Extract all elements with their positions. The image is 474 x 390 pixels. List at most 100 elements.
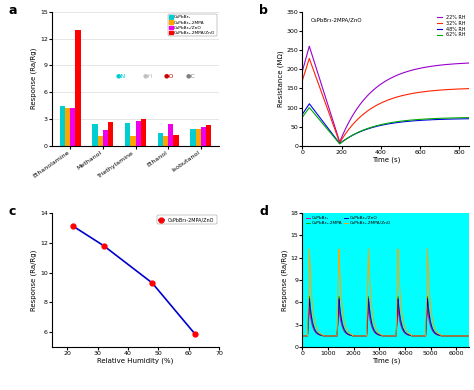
32% RH — [381, 99, 387, 104]
Line: CsPbBr₃-2MPA: CsPbBr₃-2MPA — [302, 296, 469, 336]
CsPbBr₃/ZnO — [466, 333, 472, 338]
Line: 48% RH: 48% RH — [302, 104, 469, 144]
Text: ●H: ●H — [142, 74, 153, 79]
Bar — [141, 119, 146, 146]
CsPbBr₃-2MPA/ZnO — [300, 333, 305, 338]
CsPbBr₃/ZnO — [400, 325, 405, 330]
X-axis label: Time (s): Time (s) — [372, 156, 400, 163]
62% RH — [306, 105, 312, 110]
62% RH — [431, 116, 437, 121]
Bar — [75, 30, 81, 146]
62% RH — [462, 115, 467, 120]
22% RH — [431, 64, 437, 68]
CsPbBr₃-2MPA/ZnO — [363, 333, 369, 338]
Y-axis label: Response (Ra/Rg): Response (Ra/Rg) — [31, 48, 37, 110]
Legend: CsPbBr₃, CsPbBr₃-2MPA, CsPbBr₃/ZnO, CsPbBr₃-2MPA/ZnO: CsPbBr₃, CsPbBr₃-2MPA, CsPbBr₃/ZnO, CsPb… — [168, 14, 217, 36]
32% RH — [431, 88, 437, 93]
22% RH — [308, 49, 314, 54]
CsPbBr₃-2MPA — [363, 333, 369, 338]
32% RH — [306, 56, 312, 61]
22% RH — [337, 140, 343, 144]
Bar — [191, 129, 196, 146]
CsPbBr₃-2MPA/ZnO — [437, 332, 442, 337]
Line: CsPbBr₃-2MPA/ZnO: CsPbBr₃-2MPA/ZnO — [302, 249, 469, 336]
CsPbBr₃/ZnO — [408, 333, 414, 338]
CsPbBr₃/ZnO — [425, 296, 430, 301]
Text: c: c — [9, 205, 16, 218]
CsPbBr₃-2MPA/ZnO — [425, 246, 430, 251]
48% RH — [431, 117, 437, 122]
Bar — [196, 129, 201, 146]
48% RH — [306, 101, 312, 106]
62% RH — [466, 115, 472, 120]
CsPbBr₃-2MPA — [424, 306, 430, 311]
32% RH — [337, 140, 343, 145]
CsPbBr₃ — [466, 333, 472, 338]
CsPbBr₃ — [424, 314, 430, 319]
CsPbBr₃-2MPA/ZnO — [192, 332, 198, 336]
CsPbBr₃ — [330, 333, 336, 338]
CsPbBr₃/ZnO — [363, 333, 369, 338]
32% RH — [308, 61, 314, 66]
48% RH — [337, 141, 343, 146]
CsPbBr₃-2MPA — [330, 333, 336, 338]
CsPbBr₃-2MPA/ZnO — [71, 224, 76, 229]
Y-axis label: Response (Ra/Rg): Response (Ra/Rg) — [31, 249, 37, 311]
48% RH — [308, 104, 314, 108]
Bar — [158, 133, 163, 146]
X-axis label: Time (s): Time (s) — [372, 358, 400, 364]
Bar — [103, 130, 108, 146]
62% RH — [337, 142, 343, 146]
Bar — [308, 213, 323, 347]
48% RH — [300, 112, 305, 117]
62% RH — [376, 123, 382, 128]
Text: d: d — [259, 205, 268, 218]
CsPbBr₃-2MPA — [400, 325, 405, 330]
48% RH — [466, 116, 472, 121]
48% RH — [381, 122, 387, 127]
Legend: CsPbBr₃-2MPA/ZnO: CsPbBr₃-2MPA/ZnO — [156, 215, 217, 224]
Bar — [130, 136, 136, 146]
Text: CsPbBr₃-2MPA/ZnO: CsPbBr₃-2MPA/ZnO — [311, 17, 363, 22]
CsPbBr₃-2MPA/ZnO — [149, 281, 155, 285]
CsPbBr₃-2MPA — [408, 333, 414, 338]
Text: ●O: ●O — [164, 74, 174, 79]
Text: ●C: ●C — [186, 74, 195, 79]
32% RH — [462, 87, 467, 91]
Bar — [173, 135, 179, 146]
Bar — [125, 122, 130, 146]
Text: ●N: ●N — [116, 74, 126, 79]
Bar — [60, 106, 65, 146]
Bar — [201, 127, 206, 146]
Bar — [396, 213, 411, 347]
62% RH — [300, 115, 305, 119]
CsPbBr₃-2MPA — [466, 333, 472, 338]
Line: CsPbBr₃/ZnO: CsPbBr₃/ZnO — [302, 299, 469, 336]
32% RH — [300, 78, 305, 83]
Bar — [366, 213, 382, 347]
Bar — [366, 213, 382, 347]
Bar — [65, 108, 70, 146]
22% RH — [462, 61, 467, 66]
32% RH — [376, 101, 382, 106]
CsPbBr₃ — [425, 306, 430, 311]
Bar — [337, 213, 353, 347]
Bar — [168, 124, 173, 146]
CsPbBr₃ — [437, 333, 442, 338]
CsPbBr₃/ZnO — [330, 333, 336, 338]
X-axis label: Relative Humidity (%): Relative Humidity (%) — [97, 358, 174, 364]
CsPbBr₃-2MPA — [300, 333, 305, 338]
Line: CsPbBr₃-2MPA/ZnO: CsPbBr₃-2MPA/ZnO — [71, 224, 197, 336]
Y-axis label: Response (Ra/Rg): Response (Ra/Rg) — [281, 249, 288, 311]
Line: 62% RH: 62% RH — [302, 108, 469, 144]
Bar — [426, 213, 441, 347]
CsPbBr₃-2MPA/ZnO — [466, 333, 472, 338]
CsPbBr₃ — [363, 333, 369, 338]
Bar — [337, 213, 353, 347]
CsPbBr₃ — [300, 333, 305, 338]
CsPbBr₃ — [408, 333, 414, 338]
Bar — [308, 213, 323, 347]
Line: 22% RH: 22% RH — [302, 46, 469, 142]
22% RH — [300, 69, 305, 73]
Bar — [70, 108, 75, 146]
